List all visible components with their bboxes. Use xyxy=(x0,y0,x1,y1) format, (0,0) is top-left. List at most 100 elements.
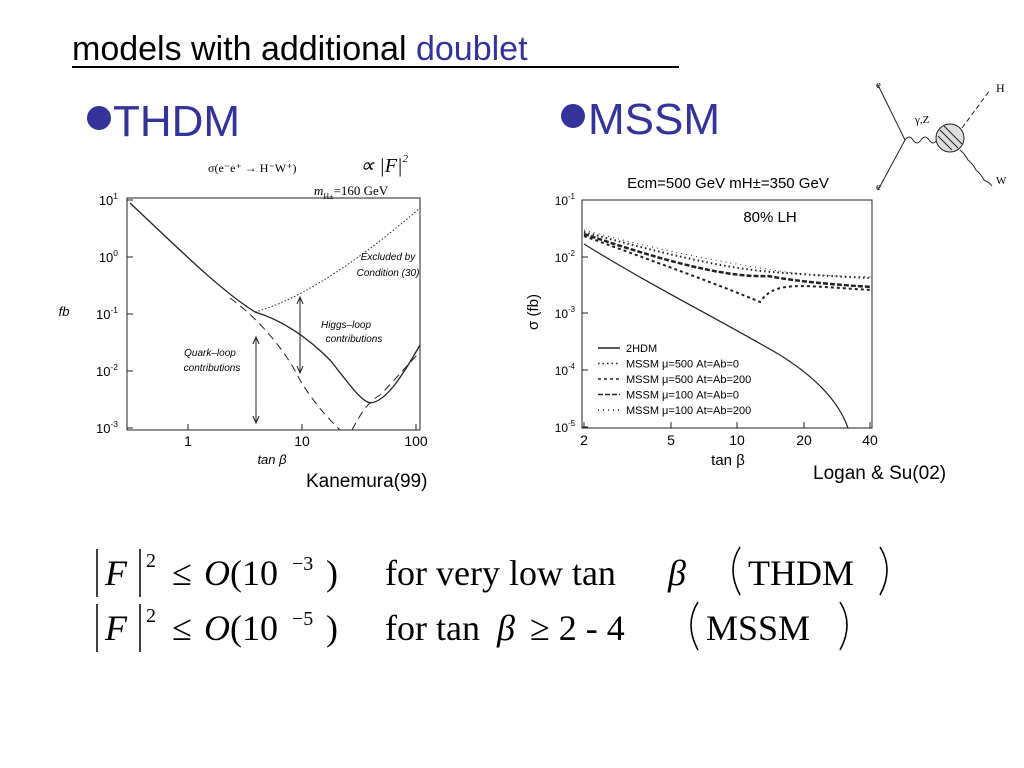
bullet-mssm: MSSM xyxy=(588,95,720,144)
legend-entry: MSSM μ=100 At=Ab=200 xyxy=(626,405,751,417)
tick-exp: -1 xyxy=(568,192,575,201)
variable: F xyxy=(104,553,128,593)
y-tick-label: 10-5 xyxy=(555,419,576,435)
slide-title: models with additional doublet xyxy=(72,30,528,68)
beta: β xyxy=(667,553,686,593)
legend-entry: MSSM μ=100 At=Ab=0 xyxy=(626,390,739,402)
diagram-label: H xyxy=(996,81,1005,95)
annotation: Condition (30) xyxy=(357,268,420,279)
power: 2 xyxy=(146,550,156,572)
condition: for tan xyxy=(385,608,480,648)
close: ) xyxy=(326,553,338,593)
tick-exp: -3 xyxy=(110,419,118,429)
tick-base: 10 xyxy=(555,194,569,208)
model: THDM xyxy=(748,553,854,593)
blob xyxy=(935,123,965,153)
diagram-label: γ,Z xyxy=(914,114,930,126)
tick-exp: -5 xyxy=(568,419,576,428)
diagram-label: e xyxy=(876,79,881,91)
fermion-line xyxy=(877,139,906,191)
tick-base: 10 xyxy=(99,193,113,208)
y-tick-label: 10-1 xyxy=(96,305,118,322)
curve-mssm xyxy=(583,231,873,279)
power: 2 xyxy=(403,153,409,165)
y-tick-label: 101 xyxy=(99,191,118,208)
hatch xyxy=(937,125,963,151)
tick-base: 10 xyxy=(555,251,569,265)
plot-frame xyxy=(126,197,421,431)
arrow-head xyxy=(296,295,304,375)
y-tick-label: 10-4 xyxy=(555,362,576,378)
condition: for very low tan xyxy=(385,553,616,593)
caption: Kanemura(99) xyxy=(306,471,427,492)
base: (10 xyxy=(230,608,278,648)
y-tick-label: 10-2 xyxy=(96,362,118,379)
legend-entry: MSSM μ=500 At=Ab=0 xyxy=(626,359,739,371)
y-tick-label: 100 xyxy=(99,248,118,265)
diagram-label: e xyxy=(876,181,881,193)
plot-frame xyxy=(581,199,873,429)
plot-note: 80% LH xyxy=(743,209,796,226)
tick-exp: -1 xyxy=(110,305,118,315)
paren xyxy=(732,546,741,596)
annotation: Quark–loop xyxy=(184,348,236,359)
boson-line xyxy=(904,136,938,144)
annotation: contributions xyxy=(326,334,383,345)
x-tick-label: 20 xyxy=(796,432,812,448)
base: (10 xyxy=(230,553,278,593)
tick-base: 10 xyxy=(555,364,569,378)
curve-excluded xyxy=(254,207,421,313)
model: MSSM xyxy=(706,608,810,648)
tick-base: 10 xyxy=(555,421,569,435)
tick-exp: -2 xyxy=(568,249,575,258)
fermion-line xyxy=(877,84,906,141)
y-axis-label: σ (fb) xyxy=(525,294,542,330)
y-tick-label: 10-3 xyxy=(96,419,118,436)
annotation: Higgs–loop xyxy=(321,320,371,331)
tick-exp: 1 xyxy=(113,191,118,201)
tick-base: 10 xyxy=(555,307,569,321)
tick-exp: 0 xyxy=(113,248,118,258)
curve-quark xyxy=(229,297,341,431)
curve-mssm xyxy=(583,235,873,304)
annotation: contributions xyxy=(184,363,241,374)
relation: ≤ xyxy=(172,553,192,593)
exponent: −3 xyxy=(292,553,313,575)
curve-mssm xyxy=(583,232,873,289)
tick-exp: -4 xyxy=(568,362,576,371)
title-link[interactable]: doublet xyxy=(416,30,528,68)
x-tick-label: 5 xyxy=(667,432,675,448)
tick-base: 10 xyxy=(96,364,110,379)
mass: m xyxy=(314,183,323,198)
paren xyxy=(879,546,888,596)
relation: ≤ xyxy=(172,608,192,648)
curve-2hdm xyxy=(583,243,849,429)
boson-line xyxy=(959,149,993,187)
curve-higgs xyxy=(351,351,421,431)
title-text: models with additional xyxy=(72,30,416,68)
exponent: −5 xyxy=(292,608,313,630)
x-tick-label: 2 xyxy=(580,432,588,448)
tick-base: 10 xyxy=(96,421,110,436)
x-tick-label: 100 xyxy=(404,433,428,449)
x-axis-label: tan β xyxy=(257,452,287,467)
arrow-head xyxy=(252,335,260,425)
order: O xyxy=(204,608,230,648)
mass-label: mH±=160 GeV xyxy=(314,183,389,201)
tick-exp: -2 xyxy=(110,362,118,372)
curve-total xyxy=(129,202,421,404)
y-tick-label: 10-3 xyxy=(555,305,575,321)
process-label: σ(e⁻e⁺ → H⁻W⁺) xyxy=(208,161,296,175)
beta: β xyxy=(496,608,515,648)
variable: F xyxy=(104,608,128,648)
x-tick-label: 10 xyxy=(294,433,310,449)
mass-value: =160 GeV xyxy=(334,183,389,198)
proportional: ∝ |F| xyxy=(360,155,403,177)
paren xyxy=(690,601,699,651)
x-axis-label: tan β xyxy=(711,452,745,469)
tick-exp: -3 xyxy=(568,305,575,314)
